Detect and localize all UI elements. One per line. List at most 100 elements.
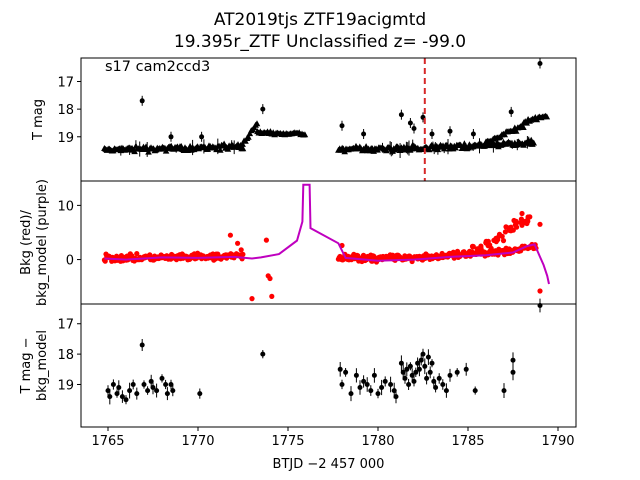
diff-point: [402, 375, 408, 381]
diff-point: [150, 385, 156, 390]
diff-point: [431, 378, 437, 384]
diff-point: [343, 369, 349, 375]
y-axis-label: bkg_model: [35, 330, 50, 401]
tmag-outlier-point: [260, 106, 266, 112]
bkg-model-line: [104, 183, 550, 285]
diff-point: [353, 372, 359, 378]
panel-1-axes: 17 18 19 T mag: [31, 75, 81, 146]
diff-point: [429, 360, 435, 366]
tmag-outlier-point: [429, 131, 435, 137]
chart-title-line-1: AT2019tjs ZTF19acigmtd: [213, 10, 427, 30]
tmag-point: [520, 124, 527, 130]
bkg-red-point: [503, 224, 509, 230]
tmag-outlier-point: [199, 134, 205, 140]
diff-point: [361, 378, 367, 384]
diff-point: [339, 382, 345, 387]
diff-point: [163, 382, 169, 387]
bkg-red-point: [519, 210, 525, 217]
bkg-red-point: [240, 251, 246, 257]
diff-point: [337, 366, 343, 372]
tmag-point: [440, 145, 448, 152]
tmag-point: [245, 133, 252, 140]
y-tick-label: 18: [57, 348, 74, 363]
tmag-point: [512, 127, 520, 134]
tmag-point: [301, 131, 309, 138]
diff-point: [348, 391, 354, 397]
x-tick-label: 1780: [361, 434, 394, 449]
diff-point: [371, 372, 377, 378]
bkg-red-point: [537, 288, 543, 294]
diff-point: [145, 388, 151, 394]
panel-1-points: [101, 58, 551, 158]
bkg-red-point: [470, 243, 476, 250]
diff-point: [130, 382, 136, 387]
tmag-outlier-point: [447, 128, 453, 134]
diff-point: [114, 391, 120, 397]
diff-point: [364, 382, 370, 387]
tmag-outlier-point: [139, 98, 145, 104]
tmag-point: [217, 146, 224, 153]
diff-point: [107, 394, 113, 400]
tmag-outlier-point: [398, 112, 404, 118]
bkg-red-point: [494, 236, 500, 242]
bkg-red-point: [513, 221, 519, 227]
tmag-outlier-point: [411, 126, 417, 131]
diff-point: [375, 391, 381, 397]
bkg-red-point: [518, 216, 525, 222]
x-tick-label: 1765: [91, 434, 124, 449]
diff-point: [116, 385, 122, 390]
x-tick-label: 1770: [181, 434, 214, 449]
diff-point: [510, 357, 516, 363]
diff-point: [398, 360, 404, 366]
x-tick-label: 1790: [541, 434, 574, 449]
y-tick-label: 18: [57, 103, 74, 118]
bkg-red-point: [537, 221, 543, 227]
diff-point: [393, 394, 399, 400]
diff-point: [168, 382, 174, 387]
diff-point: [260, 351, 266, 357]
bkg-red-point: [267, 275, 273, 282]
diff-point: [427, 369, 433, 375]
y-tick-label: 19: [57, 378, 74, 393]
tmag-outlier-point: [168, 134, 174, 140]
tmag-point: [543, 113, 551, 120]
diff-point: [413, 369, 419, 375]
diff-point: [406, 382, 412, 387]
diff-point: [170, 388, 176, 394]
tmag-outlier-point: [339, 123, 345, 129]
diff-point: [388, 382, 394, 387]
diff-point: [501, 388, 507, 394]
diff-point: [197, 391, 203, 397]
y-tick-label: 0: [66, 254, 74, 269]
diff-point: [110, 382, 116, 387]
tmag-outlier-point: [407, 120, 413, 126]
diff-point: [424, 375, 430, 381]
bkg-red-point: [502, 229, 508, 235]
bkg-red-point: [524, 220, 530, 227]
bkg-red-point: [496, 231, 503, 237]
diff-point: [420, 351, 426, 357]
diff-point: [407, 363, 413, 369]
diff-point: [447, 372, 453, 378]
diff-point: [411, 378, 417, 384]
tmag-point: [253, 120, 261, 127]
bkg-red-point: [478, 248, 484, 254]
diff-point: [164, 391, 170, 397]
chart-title-line-2: 19.395r_ZTF Unclassified z= -99.0: [173, 32, 467, 52]
panel-1-frame: [80, 57, 577, 182]
tmag-point: [530, 139, 537, 146]
diff-point: [416, 366, 422, 372]
y-axis-label: bkg_model (purple): [35, 179, 50, 306]
diff-point: [463, 366, 469, 372]
bkg-red-point: [488, 245, 494, 251]
bkg-red-point: [227, 232, 233, 238]
y-tick-label: 17: [57, 75, 74, 90]
y-tick-label: 17: [57, 318, 74, 333]
diff-point: [400, 369, 406, 375]
tmag-point: [523, 119, 530, 126]
bkg-red-point: [527, 214, 533, 220]
diff-point: [415, 360, 421, 366]
y-axis-label: T mag −: [19, 338, 34, 395]
diff-point: [368, 388, 374, 394]
bkg-red-point: [269, 293, 275, 299]
